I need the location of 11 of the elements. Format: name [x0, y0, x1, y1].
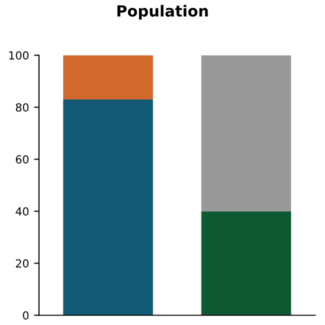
y-tick-label: 80: [16, 103, 29, 112]
y-tick-label: 40: [16, 207, 29, 216]
y-tick-label: 0: [22, 311, 29, 320]
bar: [63, 55, 153, 100]
y-tick-label: 20: [16, 259, 29, 268]
bar: [201, 211, 292, 316]
bar: [201, 55, 292, 212]
y-tick-label: 60: [16, 155, 29, 164]
chart-title: Population: [117, 4, 208, 20]
y-tick-label: 100: [9, 51, 29, 60]
bar: [63, 99, 153, 316]
